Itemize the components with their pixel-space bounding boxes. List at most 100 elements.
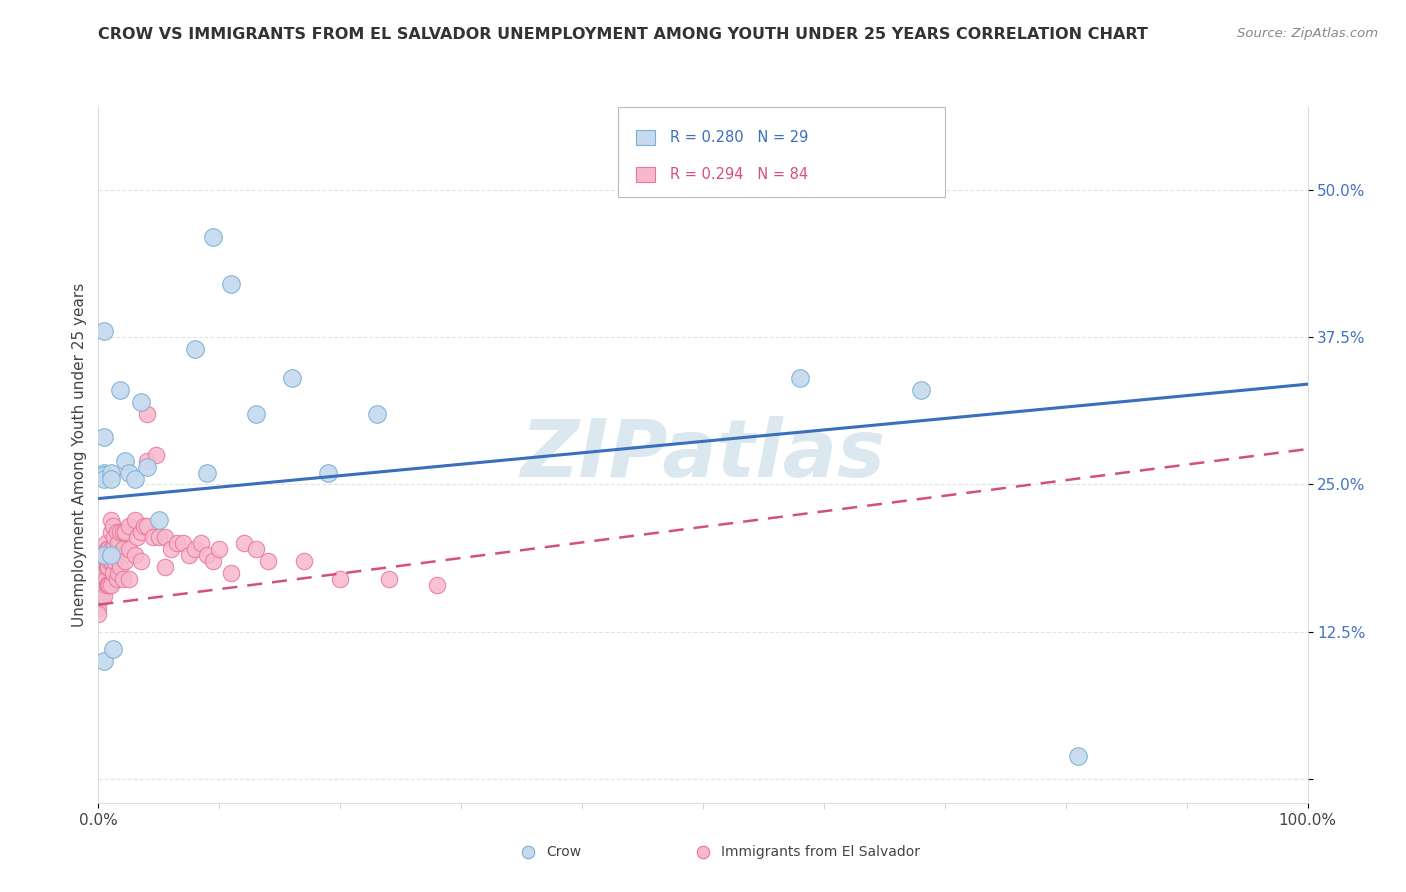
Point bbox=[184, 342, 207, 356]
Point bbox=[910, 383, 932, 397]
Point bbox=[172, 536, 194, 550]
Point bbox=[134, 518, 156, 533]
Point bbox=[153, 560, 176, 574]
Point bbox=[245, 407, 267, 421]
Point bbox=[105, 572, 128, 586]
Point bbox=[107, 536, 129, 550]
Point bbox=[105, 548, 128, 562]
Point bbox=[190, 536, 212, 550]
Point bbox=[124, 513, 146, 527]
Point bbox=[101, 566, 124, 580]
Point bbox=[91, 560, 114, 574]
Point bbox=[108, 524, 131, 539]
Bar bbox=[637, 167, 655, 182]
Point bbox=[98, 577, 121, 591]
Point bbox=[118, 542, 141, 557]
Point bbox=[195, 548, 218, 562]
Point bbox=[129, 554, 152, 568]
Point bbox=[135, 459, 157, 474]
Text: ZIPatlas: ZIPatlas bbox=[520, 416, 886, 494]
Point bbox=[87, 595, 110, 609]
Point bbox=[94, 536, 117, 550]
Point bbox=[377, 572, 399, 586]
Point bbox=[103, 554, 125, 568]
Point bbox=[100, 548, 122, 562]
Point bbox=[93, 654, 115, 668]
Point bbox=[91, 590, 114, 604]
Text: Source: ZipAtlas.com: Source: ZipAtlas.com bbox=[1237, 27, 1378, 40]
Point bbox=[127, 531, 149, 545]
Point bbox=[94, 572, 117, 586]
Point bbox=[1067, 748, 1090, 763]
Point bbox=[96, 560, 118, 574]
Point bbox=[105, 524, 128, 539]
Point bbox=[148, 513, 170, 527]
Point bbox=[87, 586, 110, 600]
Point bbox=[101, 542, 124, 557]
Text: CROW VS IMMIGRANTS FROM EL SALVADOR UNEMPLOYMENT AMONG YOUTH UNDER 25 YEARS CORR: CROW VS IMMIGRANTS FROM EL SALVADOR UNEM… bbox=[98, 27, 1149, 42]
Point bbox=[87, 601, 110, 615]
Point bbox=[91, 583, 114, 598]
Point bbox=[118, 572, 141, 586]
Point bbox=[789, 371, 811, 385]
Point bbox=[87, 590, 110, 604]
Point bbox=[103, 531, 125, 545]
Text: R = 0.280   N = 29: R = 0.280 N = 29 bbox=[669, 130, 808, 145]
Point bbox=[97, 577, 120, 591]
FancyBboxPatch shape bbox=[619, 107, 945, 197]
Point bbox=[145, 448, 167, 462]
Bar bbox=[637, 130, 655, 145]
Point bbox=[90, 590, 112, 604]
Point bbox=[93, 324, 115, 338]
Point bbox=[329, 572, 352, 586]
Point bbox=[221, 277, 243, 291]
Point bbox=[100, 524, 122, 539]
Point bbox=[232, 536, 254, 550]
Point bbox=[129, 524, 152, 539]
Point bbox=[316, 466, 339, 480]
Point bbox=[195, 466, 218, 480]
Point bbox=[135, 454, 157, 468]
Text: Crow: Crow bbox=[546, 845, 581, 858]
Point bbox=[100, 513, 122, 527]
Point bbox=[93, 566, 115, 580]
Point bbox=[111, 524, 134, 539]
Point bbox=[124, 471, 146, 485]
Point bbox=[245, 542, 267, 557]
Point bbox=[98, 554, 121, 568]
Point bbox=[111, 542, 134, 557]
Point bbox=[90, 577, 112, 591]
Point bbox=[108, 560, 131, 574]
Point bbox=[135, 518, 157, 533]
Point bbox=[101, 642, 124, 657]
Point bbox=[118, 518, 141, 533]
Point bbox=[93, 471, 115, 485]
Point bbox=[93, 430, 115, 444]
Point bbox=[93, 590, 115, 604]
Point bbox=[118, 466, 141, 480]
Point bbox=[202, 229, 225, 244]
Point bbox=[166, 536, 188, 550]
Point bbox=[100, 466, 122, 480]
Point bbox=[100, 471, 122, 485]
Point bbox=[202, 554, 225, 568]
Point bbox=[256, 554, 278, 568]
Point bbox=[221, 566, 243, 580]
Point bbox=[97, 560, 120, 574]
Point bbox=[91, 572, 114, 586]
Point bbox=[114, 554, 136, 568]
Point bbox=[135, 407, 157, 421]
Point bbox=[426, 577, 449, 591]
Point bbox=[96, 542, 118, 557]
Point bbox=[107, 566, 129, 580]
Point bbox=[91, 566, 114, 580]
Point bbox=[281, 371, 304, 385]
Point bbox=[184, 542, 207, 557]
Point bbox=[90, 583, 112, 598]
Point bbox=[100, 542, 122, 557]
Point bbox=[97, 542, 120, 557]
Point bbox=[366, 407, 388, 421]
Point bbox=[160, 542, 183, 557]
Point bbox=[129, 395, 152, 409]
Point bbox=[93, 577, 115, 591]
